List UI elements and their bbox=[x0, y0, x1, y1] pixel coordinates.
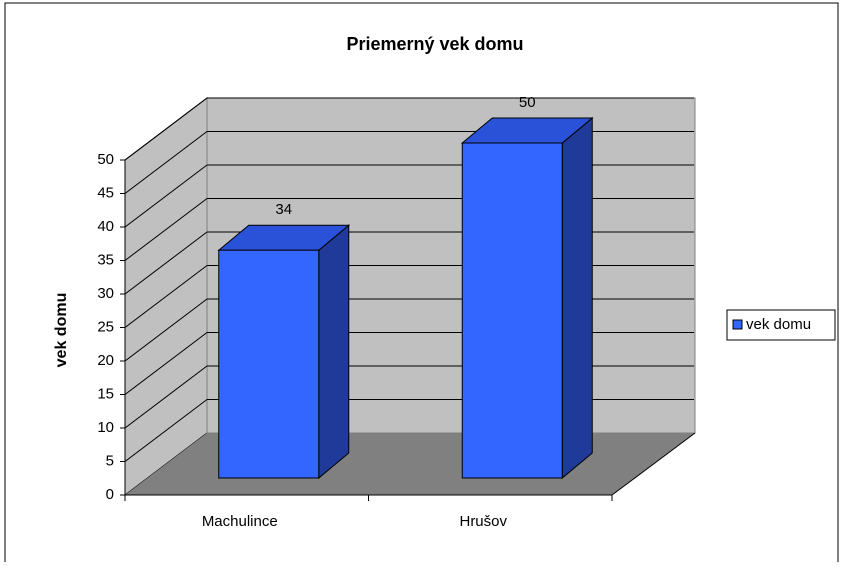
y-tick-label: 0 bbox=[106, 486, 114, 503]
legend bbox=[726, 309, 836, 341]
y-tick-label: 30 bbox=[97, 285, 114, 302]
y-tick-label: 25 bbox=[97, 318, 114, 335]
y-tick-label: 40 bbox=[97, 218, 114, 235]
data-label: 50 bbox=[519, 94, 536, 111]
grid-line bbox=[124, 399, 208, 462]
y-tick-label: 15 bbox=[97, 385, 114, 402]
y-tick-label: 20 bbox=[97, 352, 114, 369]
y-axis-label: vek domu bbox=[53, 293, 70, 368]
bar-side bbox=[318, 224, 350, 480]
grid-line bbox=[124, 198, 208, 261]
legend-swatch bbox=[732, 319, 743, 330]
y-tick-label: 45 bbox=[97, 184, 114, 201]
y-tick-label: 10 bbox=[97, 419, 114, 436]
grid-line bbox=[124, 97, 208, 161]
chart-title: Priemerný vek domu bbox=[346, 34, 523, 54]
bar bbox=[218, 249, 320, 479]
grid-line bbox=[124, 131, 208, 194]
x-tick-label: Machulince bbox=[202, 513, 278, 530]
floor bbox=[125, 433, 695, 495]
grid-line bbox=[124, 298, 208, 362]
data-label: 34 bbox=[275, 201, 292, 218]
y-tick-label: 35 bbox=[97, 251, 114, 268]
y-tick-label: 5 bbox=[106, 452, 114, 469]
grid-line bbox=[124, 365, 208, 429]
bar bbox=[461, 142, 563, 479]
floor-edge bbox=[611, 432, 696, 496]
x-tick-label: Hrušov bbox=[459, 513, 507, 530]
legend-label: vek domu bbox=[746, 316, 811, 333]
bar-side bbox=[561, 116, 593, 480]
grid-line bbox=[124, 164, 208, 228]
grid-line bbox=[124, 231, 208, 295]
y-tick-label: 50 bbox=[97, 151, 114, 168]
grid-line bbox=[124, 265, 208, 328]
grid-line bbox=[124, 332, 208, 395]
